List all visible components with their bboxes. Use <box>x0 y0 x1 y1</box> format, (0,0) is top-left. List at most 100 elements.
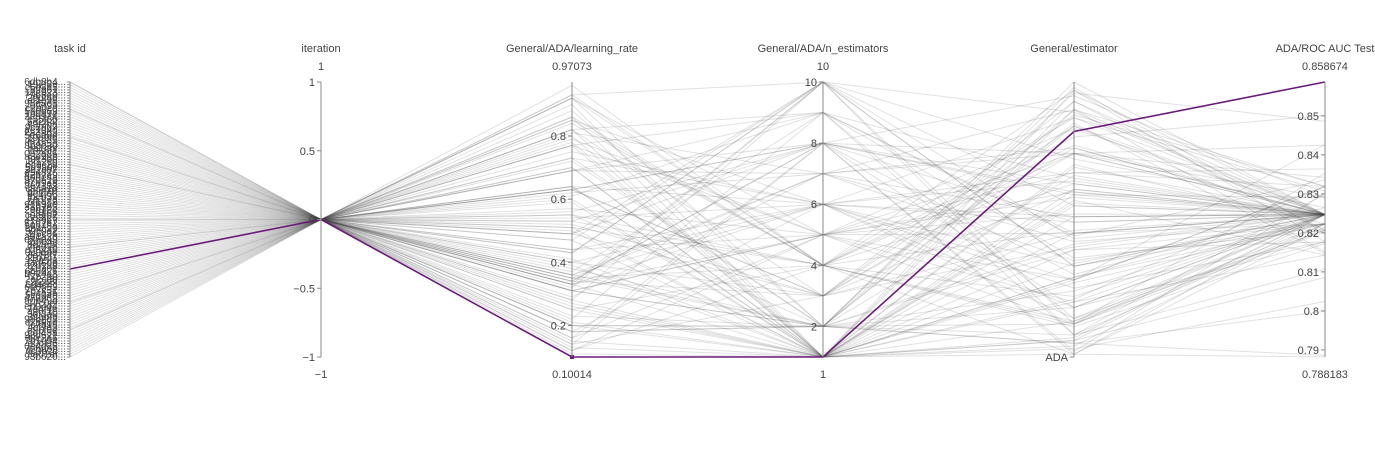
data-line <box>69 173 1326 294</box>
data-line <box>69 172 1326 236</box>
task-id-label: 6a2a4f... <box>27 117 66 128</box>
task-id-label: 79e5e0... <box>24 90 66 101</box>
task-id-label: 5cd34b... <box>25 291 66 302</box>
tick-label: 8 <box>811 138 817 150</box>
data-line <box>69 144 1326 358</box>
task-id-label: c2a0cd... <box>25 104 66 115</box>
data-line <box>69 89 1326 327</box>
data-line <box>69 109 1326 344</box>
axis-title[interactable]: task id <box>54 43 86 55</box>
task-id-label: 91b3a0... <box>24 200 66 211</box>
data-line <box>69 128 1326 350</box>
tick-label: 0 <box>309 215 315 227</box>
axis-estimator: General/estimator ADA <box>1030 43 1118 364</box>
data-line <box>69 203 1326 285</box>
task-id-label: 197f89... <box>27 80 66 91</box>
tick-label: 0.6 <box>551 194 566 206</box>
data-line <box>69 142 1326 339</box>
data-line <box>69 152 1326 299</box>
tick-label: −0.5 <box>293 283 315 295</box>
data-line <box>69 142 1326 327</box>
task-id-label: 8ffa81... <box>30 85 66 96</box>
task-id-label: 5e6a8e... <box>24 130 66 141</box>
data-line <box>69 158 1326 339</box>
category-label: ADA <box>1045 352 1068 364</box>
data-line <box>69 97 1326 325</box>
tick-label: 0.85 <box>1298 111 1319 123</box>
task-id-label: c0ca35... <box>25 288 66 299</box>
task-id-label: 3ef3a0... <box>27 309 66 320</box>
data-line <box>69 97 1326 309</box>
data-line <box>69 81 1326 301</box>
axis-roc_auc: ADA/ROC AUC Test 0.858674 0.788183 0.85 0.84… <box>1276 43 1375 381</box>
data-line <box>69 142 1326 353</box>
task-id-label: a61a2b... <box>24 232 66 243</box>
task-id-label: e54876... <box>24 168 66 179</box>
task-id-label: 17e923... <box>24 88 66 99</box>
task-id-label: cdf43a... <box>28 328 66 339</box>
axis-title[interactable]: General/estimator <box>1030 43 1118 55</box>
tick-label: 1 <box>309 77 315 89</box>
data-line <box>69 105 1326 327</box>
task-id-label: 5e3fe6... <box>27 213 66 224</box>
data-line <box>69 86 1326 328</box>
axis-range-max: 1 <box>318 61 324 73</box>
task-id-label: 3a18f7... <box>27 251 66 262</box>
data-line <box>69 142 1326 309</box>
data-line <box>69 144 1326 352</box>
task-id-label: 8b8e30... <box>24 141 66 152</box>
data-line <box>69 214 1326 345</box>
axis-iteration: iteration 1 −1 1 0.5 0 −0.5 −1 <box>293 43 340 381</box>
task-id-label: 0f7f99... <box>30 101 66 112</box>
task-id-label: e7a5f3... <box>27 256 66 267</box>
task-id-label: 6db8b4... <box>24 77 66 88</box>
task-id-label: 0c0e4e... <box>25 248 66 259</box>
data-line <box>69 81 1326 241</box>
task-id-label: 2ed72e... <box>24 205 66 216</box>
data-line <box>69 147 1326 291</box>
axis-title[interactable]: ADA/ROC AUC Test <box>1276 43 1375 55</box>
axis-title[interactable]: General/ADA/n_estimators <box>758 43 889 55</box>
task-id-label: 8e7133... <box>24 181 66 192</box>
task-id-label: 6d4c4c... <box>25 280 66 291</box>
highlighted-line[interactable] <box>69 81 1326 358</box>
data-line <box>69 135 1326 358</box>
data-line <box>69 191 1326 352</box>
axis-title[interactable]: General/ADA/learning_rate <box>506 43 638 55</box>
task-id-label: 2cfe4c... <box>28 237 66 248</box>
data-line <box>69 142 1326 282</box>
data-line <box>69 214 1326 325</box>
task-id-label: 38b7e5... <box>24 202 66 213</box>
tick-label: 0.82 <box>1298 228 1319 240</box>
data-line <box>69 108 1326 253</box>
data-line <box>69 144 1326 281</box>
task-id-label: c0a1b7... <box>25 210 66 221</box>
axis-range-max: 0.97073 <box>552 61 592 73</box>
data-line <box>69 188 1326 297</box>
data-line <box>69 214 1326 358</box>
data-line <box>69 119 1326 221</box>
task-id-label: 1b0a7e... <box>24 109 66 120</box>
task-id-label: c41e35... <box>25 136 66 147</box>
data-line <box>69 203 1326 333</box>
axis-range-max: 10 <box>817 61 829 73</box>
task-id-label: 5d9a9c... <box>25 162 66 173</box>
task-id-label: 0e2a86... <box>24 149 66 160</box>
task-id-label: fe4a5e... <box>27 138 66 149</box>
task-id-label: 98d621... <box>24 331 66 342</box>
data-line <box>69 180 1326 221</box>
tick-label: 0.8 <box>551 131 566 143</box>
task-id-label: d45e49... <box>24 235 66 246</box>
task-id-label: 91fc0e... <box>28 264 66 275</box>
data-line <box>69 117 1326 254</box>
data-line <box>69 152 1326 313</box>
axis-range-min: 0.10014 <box>552 369 592 381</box>
task-id-label: e0c1f6... <box>28 339 66 350</box>
data-line <box>69 218 1326 334</box>
data-line <box>69 161 1326 358</box>
data-line <box>69 111 1326 336</box>
task-id-label: 77c0ef... <box>28 299 66 310</box>
task-id-label: ae1d4d... <box>24 125 66 136</box>
axis-title[interactable]: iteration <box>301 43 340 55</box>
